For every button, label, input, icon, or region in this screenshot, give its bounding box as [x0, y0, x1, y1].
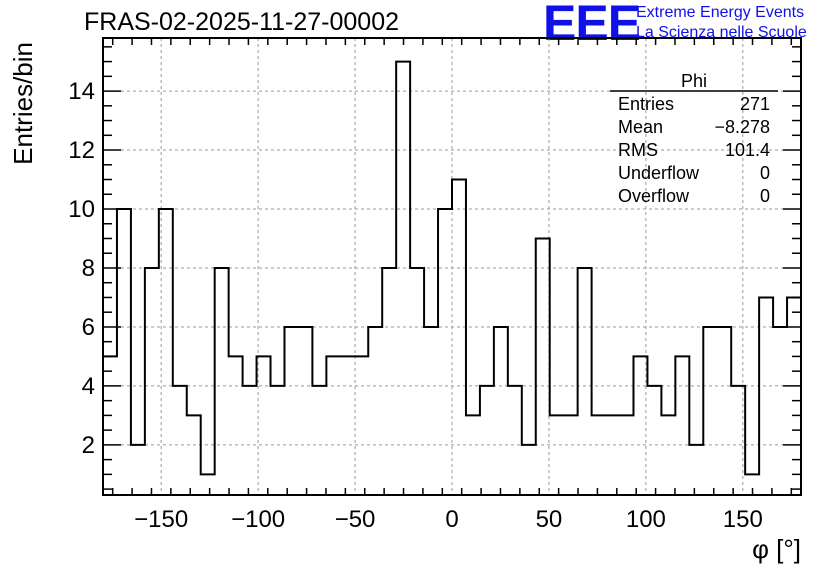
- grid-lines: [103, 38, 801, 495]
- stats-box: Phi Entries 271 Mean −8.278 RMS 101.4 Un…: [610, 71, 778, 206]
- stats-label-entries: Entries: [618, 94, 674, 114]
- x-axis-label: φ [°]: [752, 534, 801, 564]
- stats-value-entries: 271: [740, 94, 770, 114]
- x-tick-label: −50: [335, 506, 376, 533]
- stats-value-overflow: 0: [760, 186, 770, 206]
- y-tick-label: 12: [68, 137, 95, 164]
- x-tick-label: 150: [723, 506, 763, 533]
- x-tick-label: −100: [231, 506, 285, 533]
- stats-value-rms: 101.4: [725, 140, 770, 160]
- x-tick-label: 0: [445, 506, 458, 533]
- stats-value-mean: −8.278: [714, 117, 770, 137]
- chart-title: FRAS-02-2025-11-27-00002: [84, 8, 400, 36]
- y-tick-label: 14: [68, 78, 95, 105]
- x-tick-labels: −150 −100 −50 0 50 100 150: [134, 506, 763, 533]
- y-tick-label: 6: [82, 314, 95, 341]
- axis-ticks: [103, 38, 801, 495]
- histogram-line: [102, 60, 802, 495]
- x-tick-label: 50: [536, 506, 563, 533]
- y-tick-labels: 2 4 6 8 10 12 14: [68, 78, 95, 459]
- y-axis-label: Entries/bin: [8, 42, 38, 165]
- stats-label-rms: RMS: [618, 140, 658, 160]
- stats-label-overflow: Overflow: [618, 186, 690, 206]
- stats-label-mean: Mean: [618, 117, 663, 137]
- logo-subtitle-line2: La Scienza nelle Scuole: [636, 24, 807, 41]
- y-tick-label: 2: [82, 432, 95, 459]
- logo-subtitle-line1: Extreme Energy Events: [636, 4, 805, 21]
- x-tick-label: 100: [626, 506, 666, 533]
- plot-frame: [102, 37, 802, 496]
- x-tick-label: −150: [134, 506, 188, 533]
- stats-title: Phi: [681, 71, 707, 91]
- y-tick-label: 4: [82, 373, 95, 400]
- y-tick-label: 8: [82, 255, 95, 282]
- stats-value-underflow: 0: [760, 163, 770, 183]
- stats-label-underflow: Underflow: [618, 163, 700, 183]
- y-tick-label: 10: [68, 196, 95, 223]
